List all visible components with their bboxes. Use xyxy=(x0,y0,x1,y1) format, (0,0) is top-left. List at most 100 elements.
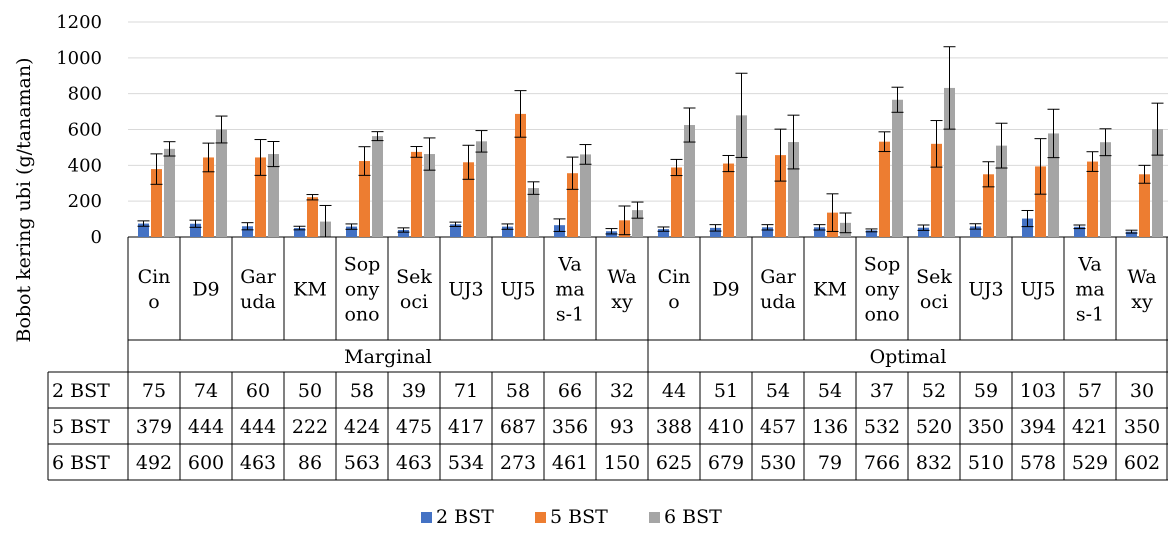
data-label: 410 xyxy=(708,416,744,438)
bar xyxy=(411,151,422,237)
category-label: UJ3 xyxy=(448,279,483,301)
bar xyxy=(151,169,162,237)
bar xyxy=(502,226,513,237)
bar xyxy=(1022,218,1033,237)
category-label: KM xyxy=(813,279,847,301)
y-axis-label: Bobot kering ubi (g/tanaman) xyxy=(13,57,35,342)
bar xyxy=(190,223,201,237)
legend: 2 BST 5 BST 6 BST xyxy=(421,506,722,528)
bar xyxy=(1100,142,1111,237)
data-label: 79 xyxy=(818,452,842,474)
data-label: 51 xyxy=(714,380,738,402)
data-label: 563 xyxy=(344,452,380,474)
bar xyxy=(138,223,149,237)
data-label: 520 xyxy=(916,416,952,438)
bar xyxy=(463,162,474,237)
data-label: 475 xyxy=(396,416,432,438)
data-label: 74 xyxy=(194,380,218,402)
row-label: 2 BST xyxy=(52,380,110,402)
data-label: 350 xyxy=(968,416,1004,438)
data-label: 529 xyxy=(1072,452,1108,474)
y-tick-label: 800 xyxy=(68,84,102,105)
data-label: 150 xyxy=(604,452,640,474)
data-label: 444 xyxy=(188,416,224,438)
legend-label: 6 BST xyxy=(664,506,722,528)
bar xyxy=(1152,129,1163,237)
row-label: 5 BST xyxy=(52,416,110,438)
bar xyxy=(931,143,942,237)
data-label: 457 xyxy=(760,416,796,438)
bar xyxy=(710,227,721,237)
data-label: 93 xyxy=(610,416,634,438)
data-label: 75 xyxy=(142,380,166,402)
category-label: Cin o xyxy=(658,266,691,313)
bar xyxy=(684,125,695,237)
y-tick-label: 1200 xyxy=(56,12,102,33)
bar xyxy=(528,188,539,237)
legend-swatch xyxy=(421,512,432,523)
category-label: Wa xy xyxy=(607,266,636,313)
bar xyxy=(567,173,578,237)
data-label: 687 xyxy=(500,416,536,438)
bar xyxy=(515,113,526,237)
bar xyxy=(294,228,305,237)
bar xyxy=(918,227,929,237)
data-label: 424 xyxy=(344,416,380,438)
bar xyxy=(450,224,461,237)
category-label: Gar uda xyxy=(240,266,277,313)
bar xyxy=(866,230,877,237)
legend-swatch xyxy=(535,512,546,523)
category-label: Cin o xyxy=(138,266,171,313)
data-label: 273 xyxy=(500,452,536,474)
category-label: Sek oci xyxy=(916,266,952,313)
bar xyxy=(268,154,279,237)
data-label: 356 xyxy=(552,416,588,438)
bar xyxy=(775,155,786,237)
data-label: 444 xyxy=(240,416,276,438)
data-label: 679 xyxy=(708,452,744,474)
bar xyxy=(671,167,682,237)
bar xyxy=(372,136,383,237)
data-label: 530 xyxy=(760,452,796,474)
bar xyxy=(307,197,318,237)
legend-swatch xyxy=(649,512,660,523)
bar xyxy=(736,115,747,237)
bar xyxy=(242,226,253,237)
category-label: Sek oci xyxy=(396,266,432,313)
category-label: UJ5 xyxy=(500,279,535,301)
category-label: UJ3 xyxy=(968,279,1003,301)
bar xyxy=(788,142,799,237)
bar xyxy=(1087,161,1098,237)
data-label: 625 xyxy=(656,452,692,474)
data-label: 39 xyxy=(402,380,426,402)
category-label: Va ma s-1 xyxy=(555,254,584,326)
data-label: 222 xyxy=(292,416,328,438)
bar xyxy=(1048,133,1059,237)
bar xyxy=(658,229,669,237)
bar xyxy=(398,230,409,237)
category-label: UJ5 xyxy=(1020,279,1055,301)
bar xyxy=(1126,231,1137,237)
y-tick-label: 0 xyxy=(91,227,102,248)
y-tick-label: 200 xyxy=(68,191,102,212)
data-label: 463 xyxy=(396,452,432,474)
data-label: 58 xyxy=(350,380,374,402)
category-label: Wa xy xyxy=(1127,266,1156,313)
bar xyxy=(879,141,890,237)
data-label: 52 xyxy=(922,380,946,402)
data-label: 44 xyxy=(662,380,686,402)
data-label: 394 xyxy=(1020,416,1056,438)
data-label: 534 xyxy=(448,452,484,474)
bar xyxy=(1139,174,1150,237)
category-label: Gar uda xyxy=(760,266,797,313)
bar xyxy=(996,145,1007,237)
data-table: Cin o D9 Gar uda KM Sop ony ono Sek oci UJ3 UJ5 Va ma s… xyxy=(47,237,1168,481)
bar xyxy=(892,99,903,237)
data-label: 136 xyxy=(812,416,848,438)
data-label: 50 xyxy=(298,380,322,402)
data-label: 388 xyxy=(656,416,692,438)
category-label: Sop ony ono xyxy=(344,254,381,326)
category-label: D9 xyxy=(712,279,739,301)
data-label: 463 xyxy=(240,452,276,474)
